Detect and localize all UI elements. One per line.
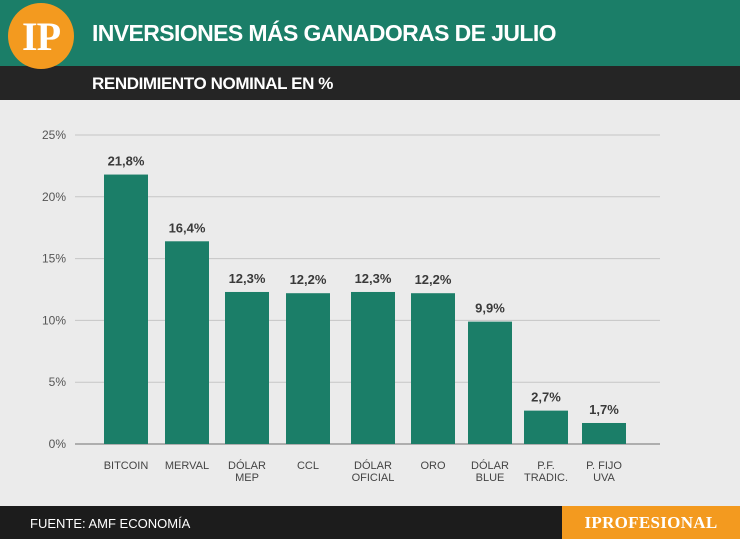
category-label: BITCOIN xyxy=(104,460,149,472)
data-label: 21,8% xyxy=(108,154,145,169)
footer-bar: FUENTE: AMF ECONOMÍA IPROFESIONAL xyxy=(0,506,740,539)
bar xyxy=(104,174,148,444)
category-label: ORO xyxy=(420,460,446,472)
brand-badge: IPROFESIONAL xyxy=(562,506,740,539)
bar xyxy=(524,410,568,444)
category-label: OFICIAL xyxy=(352,472,395,484)
bar xyxy=(225,291,269,444)
chart-subtitle: RENDIMIENTO NOMINAL EN % xyxy=(92,74,334,93)
category-label: UVA xyxy=(593,472,615,484)
category-label: CCL xyxy=(297,460,319,472)
category-label: P.F. xyxy=(537,460,555,472)
category-label: BLUE xyxy=(476,472,505,484)
chart-title: INVERSIONES MÁS GANADORAS DE JULIO xyxy=(92,20,557,46)
data-label: 12,3% xyxy=(355,271,392,286)
bar-chart: 0% 5% 10% 15% 20% 25% 21,8% BITCOIN 16,4% MERVAL 1… xyxy=(0,100,740,506)
y-tick-label: 20% xyxy=(42,190,66,204)
y-tick-label: 5% xyxy=(49,375,67,389)
source-note: FUENTE: AMF ECONOMÍA xyxy=(30,516,191,531)
subheader-bar xyxy=(0,66,740,100)
bar xyxy=(411,293,455,444)
category-label: MERVAL xyxy=(165,460,209,472)
bar xyxy=(165,241,209,444)
data-label: 2,7% xyxy=(531,390,561,405)
category-label: MEP xyxy=(235,472,259,484)
data-label: 1,7% xyxy=(589,402,619,417)
category-label: DÓLAR xyxy=(228,459,266,472)
bar xyxy=(286,293,330,444)
y-tick-label: 10% xyxy=(42,313,66,327)
category-label: DÓLAR xyxy=(471,459,509,472)
category-label: DÓLAR xyxy=(354,459,392,472)
bar xyxy=(351,291,395,444)
iprofesional-logo: IP xyxy=(8,3,74,69)
category-label: TRADIC. xyxy=(524,472,568,484)
bar xyxy=(468,321,512,444)
data-label: 12,2% xyxy=(290,272,327,287)
bar xyxy=(582,422,626,444)
data-label: 12,2% xyxy=(415,272,452,287)
y-tick-label: 25% xyxy=(42,128,66,142)
category-label: P. FIJO xyxy=(586,460,622,472)
data-label: 16,4% xyxy=(169,220,206,235)
y-tick-label: 15% xyxy=(42,252,66,266)
data-label: 12,3% xyxy=(229,271,266,286)
data-label: 9,9% xyxy=(475,301,505,316)
y-tick-label: 0% xyxy=(49,437,67,451)
header-bar xyxy=(0,0,740,66)
